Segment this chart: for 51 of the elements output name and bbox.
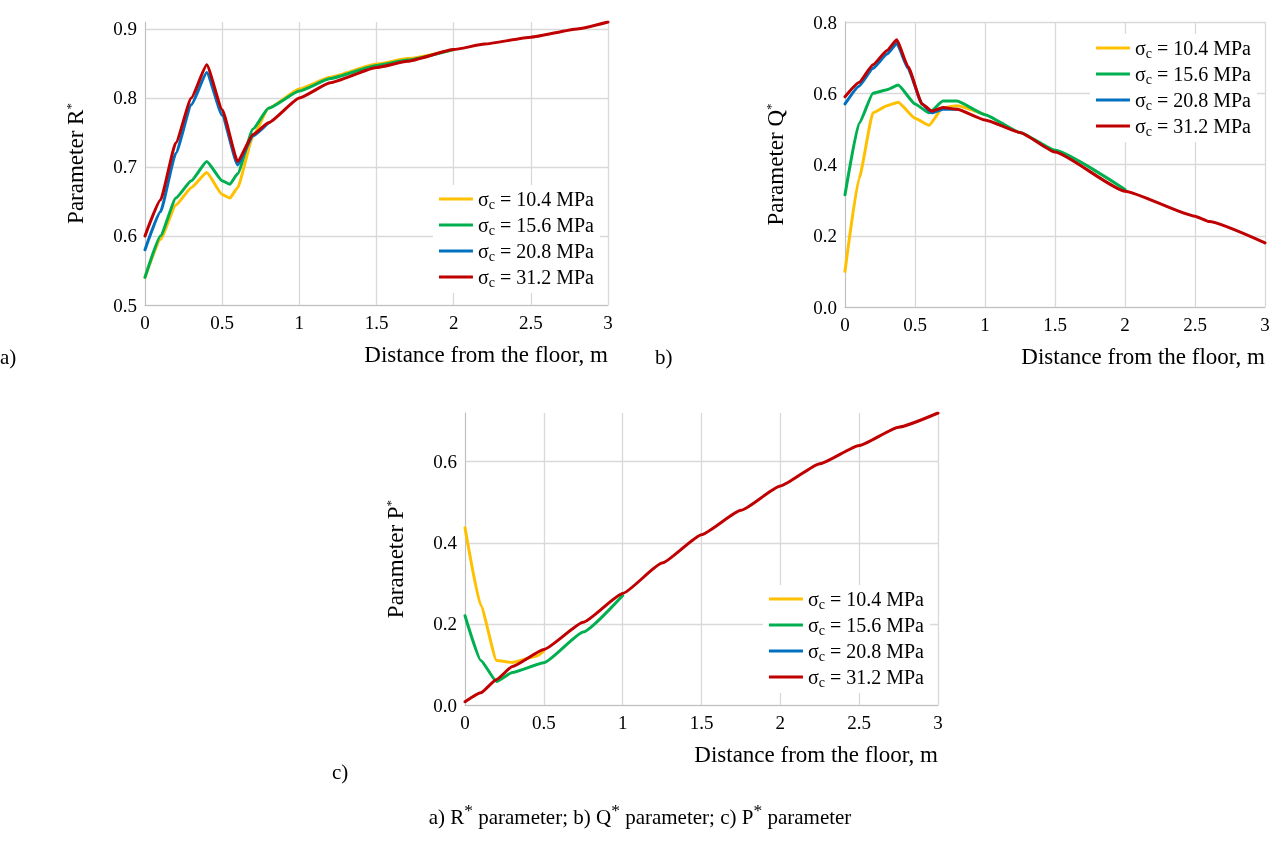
x-axis-title: Distance from the floor, m xyxy=(364,342,609,367)
y-tick-label: 0.7 xyxy=(113,156,137,178)
x-tick-label: 0.5 xyxy=(903,314,927,335)
y-tick-label: 0.6 xyxy=(113,225,137,247)
y-axis-title: Parameter R* xyxy=(63,103,88,224)
y-tick-label: 0.6 xyxy=(433,451,457,473)
x-tick-label: 3 xyxy=(933,712,943,733)
text: b) xyxy=(655,345,673,370)
y-tick-label: 0.8 xyxy=(113,87,137,109)
text: a) xyxy=(0,345,17,370)
x-tick-label: 1.5 xyxy=(364,312,389,333)
x-tick-label: 2 xyxy=(1120,314,1130,335)
y-axis-title: Parameter Q* xyxy=(763,103,788,226)
text: a) R$^{*}$ parameter; b) Q$^{*}$ parameter; c) P$^{*}$ parameter xyxy=(427,800,853,830)
y-tick-label: 0.0 xyxy=(433,694,457,716)
line-series xyxy=(143,20,610,238)
x-tick-label: 1 xyxy=(617,712,628,733)
text: c) xyxy=(332,760,349,785)
y-axis-title: Parameter P* xyxy=(383,499,408,619)
x-tick-label: 1.5 xyxy=(1043,314,1067,335)
y-tick-label: 0.4 xyxy=(433,532,458,554)
x-tick-label: 0 xyxy=(840,314,850,335)
y-tick-label: 0.8 xyxy=(813,11,837,33)
x-tick-label: 1 xyxy=(980,314,990,335)
x-tick-label: 0 xyxy=(140,312,150,333)
y-tick-label: 0.4 xyxy=(813,154,838,175)
x-tick-label: 0.5 xyxy=(531,712,556,733)
x-tick-label: 0 xyxy=(460,712,470,733)
y-tick-label: 0.5 xyxy=(113,294,137,316)
x-tick-label: 2.5 xyxy=(847,712,872,733)
line-series xyxy=(463,594,625,683)
line-series xyxy=(463,526,546,664)
x-tick-label: 2.5 xyxy=(518,312,543,333)
x-tick-label: 2 xyxy=(775,712,786,733)
line-series xyxy=(463,411,940,704)
x-tick-label: 3 xyxy=(603,312,613,333)
x-tick-label: 2 xyxy=(448,312,459,333)
x-tick-label: 1 xyxy=(294,312,305,333)
line-series xyxy=(843,100,987,273)
x-tick-label: 1.5 xyxy=(689,712,714,733)
x-tick-label: 2.5 xyxy=(1183,314,1207,335)
x-tick-label: 3 xyxy=(1260,314,1270,335)
y-tick-label: 0.9 xyxy=(113,18,137,40)
x-axis-title: Distance from the floor, m xyxy=(694,742,939,767)
x-axis-title: Distance from the floor, m xyxy=(1021,344,1266,369)
x-tick-label: 0.5 xyxy=(210,312,235,333)
line-series xyxy=(843,38,1267,245)
y-tick-label: 0.2 xyxy=(433,613,457,635)
y-tick-label: 0.6 xyxy=(813,82,837,104)
y-tick-label: 0.0 xyxy=(813,296,837,318)
y-tick-label: 0.2 xyxy=(813,225,837,247)
